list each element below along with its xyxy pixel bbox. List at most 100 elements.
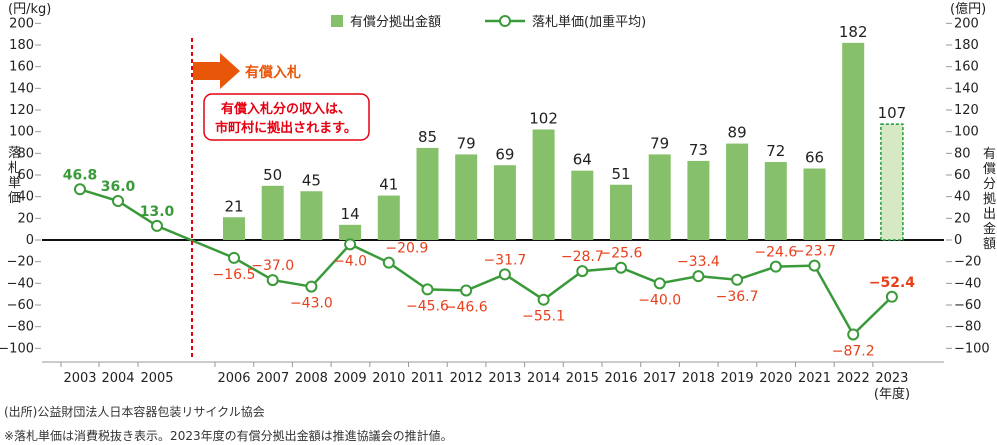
price-label-2014: −55.1	[522, 309, 565, 325]
right-tick-label: −80	[954, 320, 981, 335]
bar-2023	[880, 123, 904, 241]
price-point-2022	[847, 328, 860, 341]
bar-2007	[261, 185, 284, 240]
left-axis-label-char: 単	[8, 175, 21, 191]
right-tick-label: −60	[954, 298, 981, 313]
price-label-2017: −40.0	[638, 292, 681, 308]
x-tick-label: 2005	[140, 371, 173, 386]
left-tick-label: 60	[17, 168, 34, 183]
x-tick-label: 2017	[643, 371, 676, 386]
right-axis-label-char: 償	[983, 162, 996, 177]
left-axis-unit: (円/kg)	[8, 2, 51, 17]
annotation-line1: 有償入札分の収入は、	[221, 101, 351, 117]
right-tick-label: 20	[954, 211, 971, 226]
bar-2020	[764, 162, 787, 240]
price-point-2010	[382, 256, 395, 269]
x-tick-label: 2023	[875, 371, 908, 386]
left-tick-label: 20	[17, 211, 34, 226]
right-axis-label-char: 分	[983, 177, 996, 192]
price-label-2015: −28.7	[561, 249, 604, 265]
right-tick-label: 40	[954, 190, 971, 205]
bar-2013	[493, 165, 516, 240]
bar-label-2017: 79	[650, 134, 669, 152]
left-tick-label: −80	[7, 320, 34, 335]
price-point-2020	[769, 260, 782, 273]
price-label-2020: −24.6	[754, 245, 797, 261]
left-tick-label: 0	[26, 233, 34, 248]
price-point-2023	[885, 290, 898, 303]
right-axis-label: 有償分拠出金額	[983, 147, 996, 252]
left-tick-label: 100	[9, 125, 34, 140]
bar-label-2014: 102	[529, 110, 558, 128]
left-axis-label-char: 落	[8, 146, 21, 161]
x-tick-label: 2022	[837, 371, 870, 386]
price-label-2004: 36.0	[101, 179, 136, 195]
x-tick-label: 2012	[450, 371, 483, 386]
right-tick-label: −20	[954, 255, 981, 270]
bar-label-2006: 21	[224, 197, 243, 215]
bar-2009	[339, 224, 362, 240]
left-tick-label: −100	[0, 341, 34, 356]
price-label-2018: −33.4	[677, 254, 720, 270]
x-tick-label: 2008	[295, 371, 328, 386]
bar-2014	[532, 129, 555, 240]
bar-label-2008: 45	[302, 171, 321, 189]
bar-label-2023: 107	[878, 104, 907, 122]
legend-line-label: 落札単価(加重平均)	[532, 14, 646, 30]
left-tick-label: 120	[9, 103, 34, 118]
left-axis-label: 落札単価	[8, 146, 21, 206]
right-axis-unit: (億円)	[950, 1, 986, 17]
annotation-line2: 市町村に拠出されます。	[215, 120, 357, 136]
bar-label-2013: 69	[495, 145, 514, 163]
x-tick-label: 2020	[759, 371, 792, 386]
x-tick-label: 2014	[527, 371, 560, 386]
left-tick-label: −20	[7, 255, 34, 270]
price-point-2013	[498, 268, 511, 281]
x-tick-label: 2010	[372, 371, 405, 386]
price-point-2005	[151, 219, 163, 232]
price-point-2006	[228, 251, 240, 264]
bar-label-2011: 85	[418, 128, 437, 146]
bar-label-2012: 79	[457, 134, 476, 152]
price-label-2019: −36.7	[716, 289, 759, 305]
right-tick-label: −40	[954, 276, 981, 291]
price-label-2008: −43.0	[290, 296, 333, 312]
price-point-2016	[615, 261, 627, 274]
bar-label-2009: 14	[341, 205, 360, 223]
bar-label-2016: 51	[611, 165, 630, 183]
x-tick-label: 2016	[604, 371, 637, 386]
x-tick-label: 2009	[334, 371, 367, 386]
right-tick-label: −100	[954, 341, 990, 356]
left-tick-label: 180	[9, 38, 34, 53]
bar-2011	[416, 147, 439, 240]
left-tick-label: 40	[17, 190, 34, 205]
price-point-2004	[112, 195, 124, 207]
x-tick-label: 2004	[101, 371, 134, 386]
x-tick-label: 2018	[682, 371, 715, 386]
right-axis-label-char: 拠	[983, 192, 996, 207]
right-tick-label: 0	[954, 233, 962, 248]
price-label-2023: −52.4	[869, 275, 916, 291]
bar-2018	[687, 160, 710, 240]
remark-note: ※落札単価は消費税抜き表示。2023年度の有償分拠出金額は推進協議会の推計値。	[4, 428, 453, 443]
x-tick-label: 2019	[721, 371, 754, 386]
price-label-2007: −37.0	[251, 258, 294, 274]
price-label-2006: −16.5	[213, 267, 256, 283]
right-axis-label-char: 有	[983, 147, 996, 162]
annotation-box	[203, 93, 370, 141]
right-tick-label: 80	[954, 146, 971, 161]
bar-2022	[842, 42, 865, 241]
price-label-2022: −87.2	[832, 343, 875, 359]
price-label-2010: −20.9	[385, 241, 428, 257]
price-point-2003	[74, 183, 86, 196]
price-label-2016: −25.6	[600, 246, 643, 262]
right-axis-label-char: 金	[983, 221, 996, 237]
right-axis-label-char: 出	[983, 207, 996, 222]
right-tick-label: 120	[954, 103, 979, 118]
bar-label-2020: 72	[766, 142, 785, 160]
left-tick-label: 160	[9, 60, 34, 75]
left-tick-label: 140	[9, 81, 34, 96]
right-tick-label: 180	[954, 38, 979, 53]
price-point-2017	[653, 277, 666, 290]
